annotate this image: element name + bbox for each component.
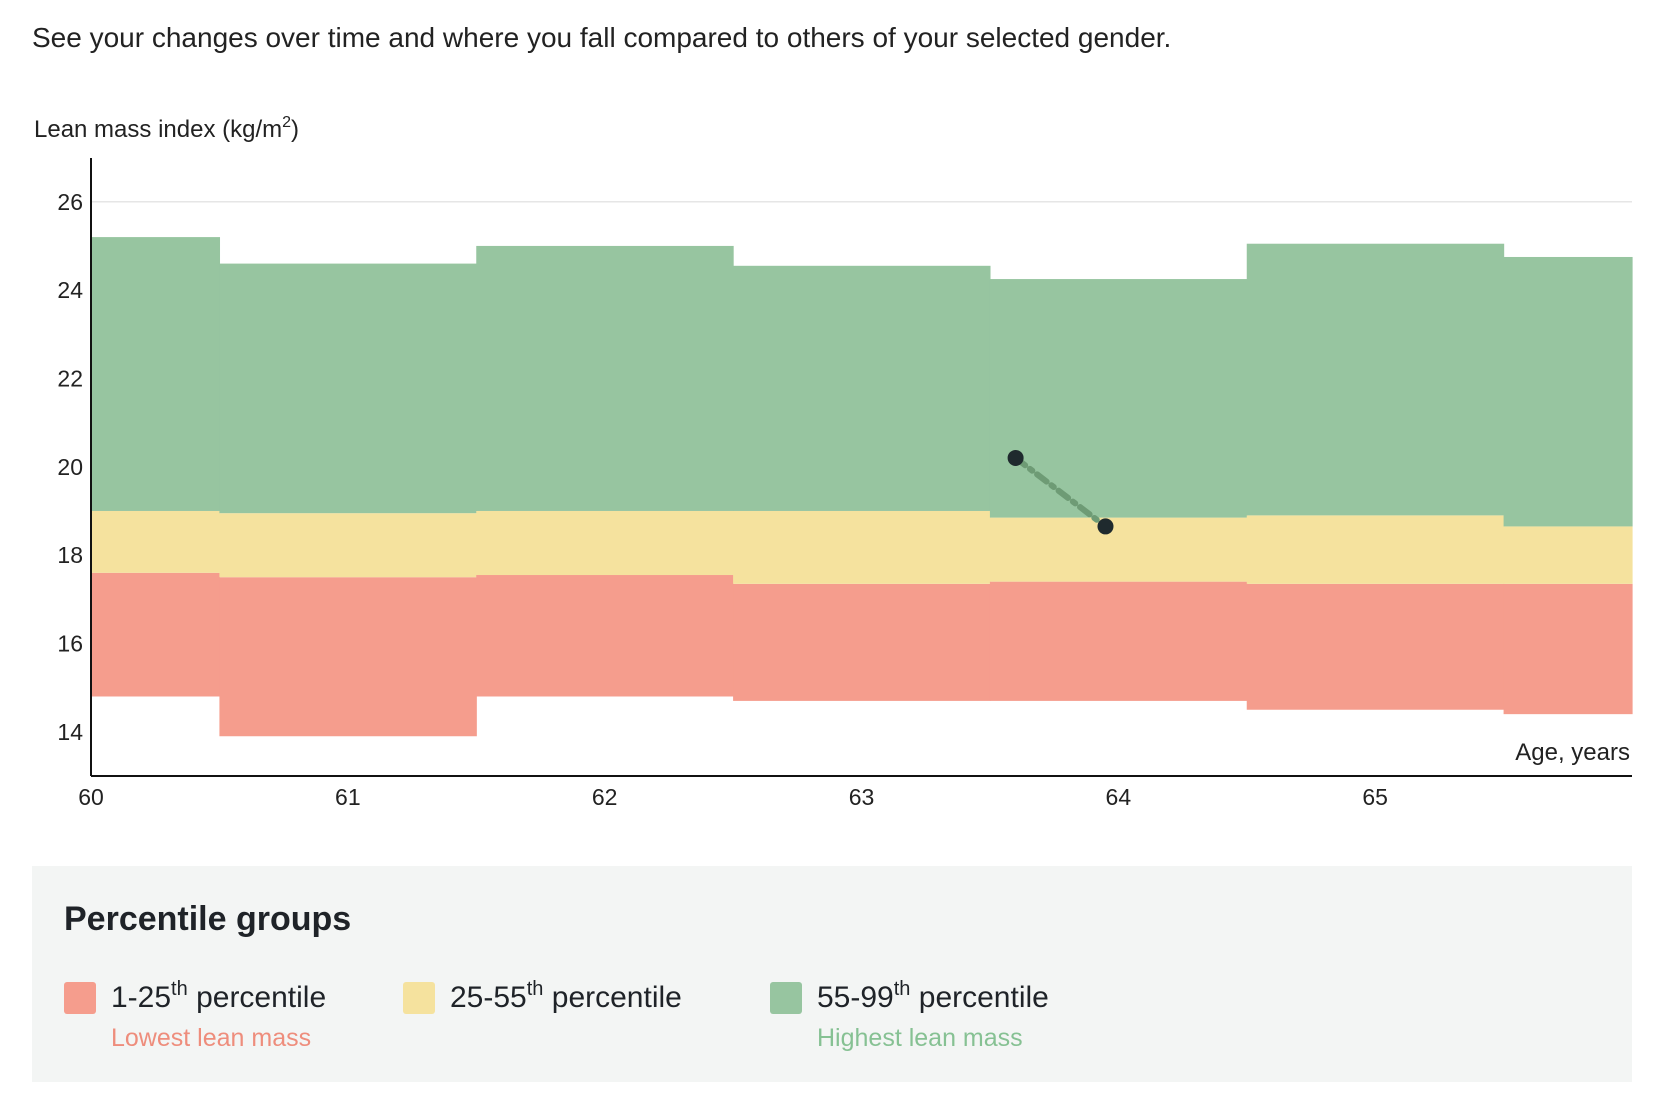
band-high-0 [91,237,221,511]
user-series [1007,449,1114,535]
legend-title: Percentile groups [64,900,352,938]
band-mid-1 [219,513,477,578]
legend-label-low: 1-25th percentile [111,978,327,1014]
legend-sub-high: Highest lean mass [817,1024,1023,1052]
band-mid-4 [989,517,1248,582]
x-axis-label: Age, years [1515,739,1630,766]
band-low-2 [476,575,734,697]
legend-label-mid: 25-55th percentile [450,978,682,1014]
band-mid-2 [476,510,734,576]
y-tick-label-18: 18 [57,542,83,568]
legend-sub-low: Lowest lean mass [111,1024,312,1052]
band-high-2 [476,245,734,511]
percentile-bands [91,237,1633,737]
band-low-4 [989,581,1248,701]
legend-swatch-high [770,982,802,1014]
band-mid-5 [1246,515,1505,584]
y-tick-label-20: 20 [57,454,83,480]
series-point-0-1 [1097,518,1114,535]
band-low-3 [733,583,991,701]
legend-swatch-mid [403,982,435,1014]
y-tick-label-24: 24 [57,277,83,303]
band-mid-3 [733,510,991,584]
legend-swatch-low [64,982,96,1014]
y-tick-label-16: 16 [57,630,83,656]
legend-label-high: 55-99th percentile [817,978,1049,1014]
series-point-0-0 [1007,449,1024,466]
x-tick-label-60: 60 [78,784,104,810]
x-tick-label-63: 63 [849,784,875,810]
legend-panel: Percentile groups 1-25th percentile Lowe… [32,866,1632,1082]
x-tick-label-62: 62 [592,784,618,810]
y-tick-label-26: 26 [57,189,83,215]
series-line-0 [1012,454,1109,530]
band-high-6 [1503,256,1633,527]
x-tick-label-65: 65 [1362,784,1388,810]
lean-mass-chart: 14 16 18 20 22 24 26 60 61 62 63 64 65 Lean mass in… [34,114,1633,810]
band-high-1 [219,263,477,514]
x-tick-label-64: 64 [1106,784,1132,810]
intro-text: See your changes over time and where you… [32,22,1172,53]
x-tick-labels: 60 61 62 63 64 65 [78,784,1388,810]
band-low-1 [219,577,477,737]
band-low-5 [1246,583,1505,710]
y-tick-labels: 14 16 18 20 22 24 26 [57,189,83,745]
band-high-3 [733,265,991,511]
band-mid-6 [1503,526,1633,584]
y-axis-label: Lean mass index (kg/m2) [34,114,299,143]
y-tick-label-14: 14 [57,719,83,745]
band-high-4 [989,279,1248,518]
y-tick-label-22: 22 [57,365,83,391]
band-mid-0 [91,510,221,573]
band-low-0 [91,572,221,697]
x-tick-label-61: 61 [335,784,361,810]
band-high-5 [1246,243,1505,516]
band-low-6 [1503,583,1633,715]
